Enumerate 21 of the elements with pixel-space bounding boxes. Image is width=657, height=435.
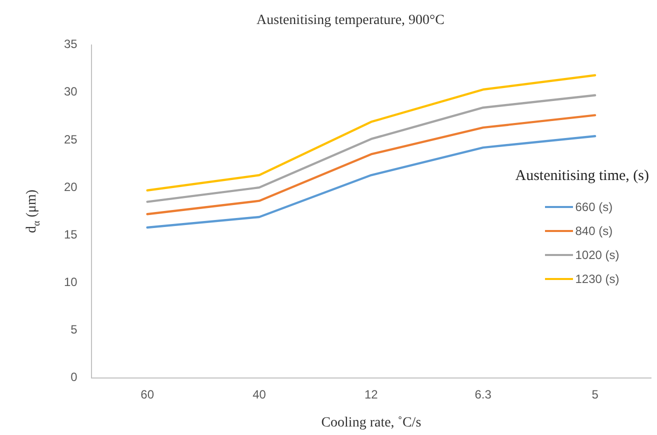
x-axis-title: Cooling rate, ˚C/s xyxy=(321,415,422,430)
chart-title: Austenitising temperature, 900°C xyxy=(256,13,444,28)
y-tick-label: 10 xyxy=(64,274,78,289)
legend-label: 660 (s) xyxy=(575,200,613,214)
y-tick-label: 20 xyxy=(64,180,78,194)
legend-label: 1020 (s) xyxy=(575,248,620,262)
y-tick-label: 0 xyxy=(70,370,78,384)
y-tick-label: 5 xyxy=(70,322,78,337)
legend-label: 840 (s) xyxy=(575,224,613,238)
y-tick-label: 15 xyxy=(64,227,78,242)
x-tick-label: 60 xyxy=(140,387,154,402)
y-tick-label: 35 xyxy=(64,37,78,52)
x-tick-label: 5 xyxy=(592,387,599,402)
x-tick-label: 40 xyxy=(252,387,266,402)
legend-label: 1230 (s) xyxy=(575,272,620,286)
y-axis-title: dα (μm) xyxy=(24,189,43,234)
x-tick-label: 12 xyxy=(364,387,378,402)
x-tick-label: 6.3 xyxy=(474,387,492,402)
y-tick-label: 30 xyxy=(64,84,78,99)
legend-title: Austenitising time, (s) xyxy=(515,168,649,185)
y-tick-label: 25 xyxy=(64,132,78,146)
